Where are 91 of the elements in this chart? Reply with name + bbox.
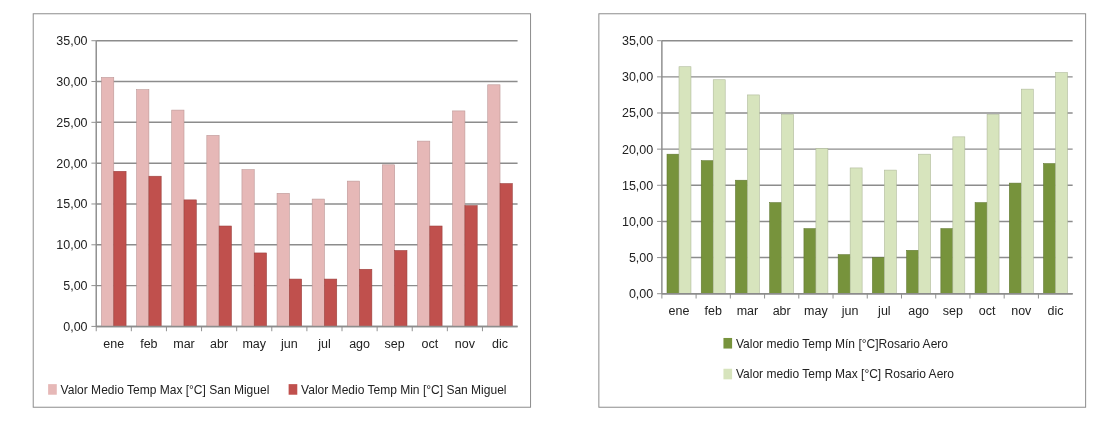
- bar: [974, 202, 988, 294]
- bar: [940, 228, 954, 294]
- x-tick-label: oct: [421, 336, 439, 351]
- y-tick-label: 20,00: [56, 156, 88, 171]
- y-tick-label: 20,00: [621, 142, 654, 157]
- x-tick-label: dic: [492, 336, 509, 351]
- bar: [781, 114, 794, 294]
- x-tick-label: mar: [173, 336, 195, 351]
- x-tick-label: feb: [140, 336, 158, 351]
- y-tick-label: 0,00: [628, 287, 654, 302]
- bar: [849, 167, 863, 294]
- bar: [253, 252, 267, 327]
- x-tick-label: nov: [1011, 303, 1033, 318]
- bar: [346, 180, 360, 327]
- bar: [218, 225, 232, 327]
- legend-label: Valor medio Temp Mín [°C]Rosario Aero: [735, 336, 949, 351]
- bar: [382, 164, 395, 327]
- bar: [1021, 88, 1034, 294]
- bar: [872, 257, 885, 294]
- bar: [1055, 72, 1068, 294]
- bar: [394, 250, 408, 327]
- y-tick-label: 25,00: [621, 106, 654, 121]
- y-tick-label: 15,00: [56, 197, 88, 212]
- x-tick-label: ago: [349, 336, 371, 351]
- bar: [311, 198, 325, 327]
- x-tick-label: sep: [942, 303, 963, 318]
- bar: [1009, 182, 1022, 294]
- bar: [206, 135, 220, 327]
- bar: [324, 278, 338, 327]
- bar: [735, 179, 748, 294]
- x-tick-label: jul: [317, 336, 331, 351]
- bar: [276, 193, 290, 327]
- bar: [113, 171, 127, 327]
- bar: [101, 77, 115, 327]
- bar: [678, 66, 692, 294]
- bar: [464, 205, 478, 327]
- x-tick-label: dic: [1047, 303, 1064, 318]
- y-tick-label: 5,00: [63, 278, 88, 293]
- x-tick-label: abr: [772, 303, 791, 318]
- x-tick-label: mar: [736, 303, 759, 318]
- bar: [906, 250, 919, 294]
- bar: [666, 153, 680, 294]
- legend-label: Valor Medio Temp Max [°C] San Miguel: [60, 382, 270, 397]
- bar: [241, 169, 255, 327]
- x-tick-label: jun: [280, 336, 298, 351]
- bar: [700, 160, 714, 294]
- legend-label: Valor Medio Temp Min [°C] San Miguel: [301, 382, 507, 397]
- y-tick-label: 10,00: [621, 214, 654, 229]
- y-tick-label: 25,00: [56, 115, 88, 130]
- x-tick-label: abr: [210, 336, 229, 351]
- bar: [986, 114, 1000, 294]
- bar: [487, 84, 501, 327]
- bar: [171, 109, 185, 327]
- legend-label: Valor medio Temp Max [°C] Rosario Aero: [735, 367, 955, 382]
- bar: [359, 268, 373, 327]
- y-tick-label: 10,00: [56, 238, 88, 253]
- bar: [429, 225, 443, 327]
- bar: [289, 278, 302, 327]
- x-tick-label: sep: [384, 336, 405, 351]
- x-tick-label: jul: [877, 303, 891, 318]
- y-tick-label: 35,00: [56, 34, 88, 49]
- x-tick-label: feb: [704, 303, 722, 318]
- bar: [918, 153, 931, 294]
- bar: [148, 175, 162, 327]
- bar: [499, 183, 513, 327]
- x-tick-label: nov: [454, 336, 476, 351]
- bar: [952, 136, 966, 294]
- bar: [452, 110, 466, 327]
- bar: [136, 89, 150, 327]
- bar: [712, 79, 726, 294]
- y-tick-label: 15,00: [621, 178, 654, 193]
- y-tick-label: 30,00: [56, 74, 88, 89]
- x-tick-label: may: [804, 303, 829, 318]
- y-tick-label: 0,00: [63, 319, 88, 334]
- bar: [183, 199, 197, 327]
- y-tick-label: 5,00: [628, 250, 654, 265]
- bar: [803, 228, 817, 294]
- x-tick-label: oct: [978, 303, 996, 318]
- bar: [769, 202, 782, 294]
- bar: [417, 140, 431, 327]
- x-tick-label: may: [242, 336, 267, 351]
- bar: [1043, 163, 1056, 294]
- bar: [747, 94, 760, 294]
- x-tick-label: ago: [908, 303, 930, 318]
- y-tick-label: 30,00: [621, 70, 654, 85]
- x-tick-label: ene: [103, 336, 125, 351]
- x-tick-label: jun: [840, 303, 859, 318]
- bar: [884, 169, 897, 294]
- x-tick-label: ene: [668, 303, 690, 318]
- y-tick-label: 35,00: [621, 34, 654, 49]
- bar: [815, 148, 829, 294]
